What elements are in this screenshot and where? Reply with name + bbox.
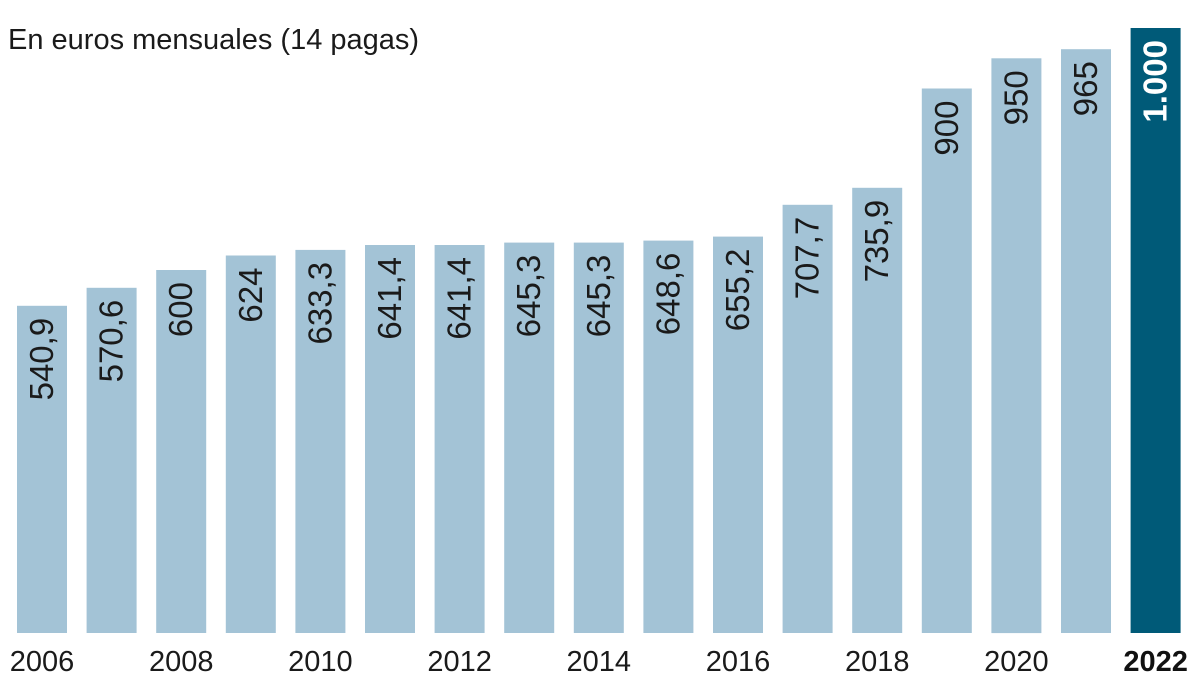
value-label-2014: 645,3 (580, 255, 617, 338)
bar-2015 (643, 240, 694, 633)
bar-2017 (782, 204, 833, 634)
value-label-2019: 900 (928, 101, 965, 156)
bar-2008 (156, 270, 207, 633)
value-label-2007: 570,6 (93, 300, 130, 383)
bar-2019 (921, 88, 972, 633)
value-label-2013: 645,3 (510, 255, 547, 338)
bar-2020 (991, 58, 1042, 634)
bar-2022 (1130, 28, 1181, 633)
value-label-2015: 648,6 (649, 253, 686, 336)
bar-2021 (1061, 49, 1111, 633)
bar-2013 (504, 242, 555, 633)
bar-2018 (852, 187, 903, 634)
x-tick-2012: 2012 (427, 646, 492, 675)
value-label-2011: 641,4 (371, 257, 408, 340)
x-tick-2006: 2006 (10, 646, 75, 675)
x-tick-2018: 2018 (845, 646, 910, 675)
value-label-2012: 641,4 (441, 257, 478, 340)
chart-subtitle: En euros mensuales (14 pagas) (8, 24, 420, 56)
bar-2016 (713, 236, 763, 633)
bar-2010 (295, 249, 346, 633)
bar-2006 (17, 305, 67, 633)
x-tick-2020: 2020 (984, 646, 1049, 675)
bar-2009 (225, 255, 276, 633)
bar-2011 (365, 245, 415, 633)
x-tick-2016: 2016 (706, 646, 771, 675)
value-label-2016: 655,2 (719, 249, 756, 332)
bar-2014 (573, 242, 624, 633)
x-tick-2014: 2014 (567, 646, 632, 675)
value-label-2010: 633,3 (301, 262, 338, 345)
value-label-2006: 540,9 (23, 318, 60, 401)
bar-2012 (434, 245, 485, 633)
x-tick-2010: 2010 (288, 646, 353, 675)
bar-2007 (86, 287, 137, 633)
value-label-2022: 1.000 (1137, 40, 1174, 123)
value-label-2017: 707,7 (789, 217, 826, 300)
x-tick-2008: 2008 (149, 646, 214, 675)
value-label-2021: 965 (1067, 61, 1104, 116)
value-label-2020: 950 (997, 70, 1034, 125)
value-label-2008: 600 (162, 282, 199, 337)
value-label-2018: 735,9 (858, 200, 895, 283)
x-tick-2022: 2022 (1123, 646, 1188, 675)
value-label-2009: 624 (232, 268, 269, 323)
